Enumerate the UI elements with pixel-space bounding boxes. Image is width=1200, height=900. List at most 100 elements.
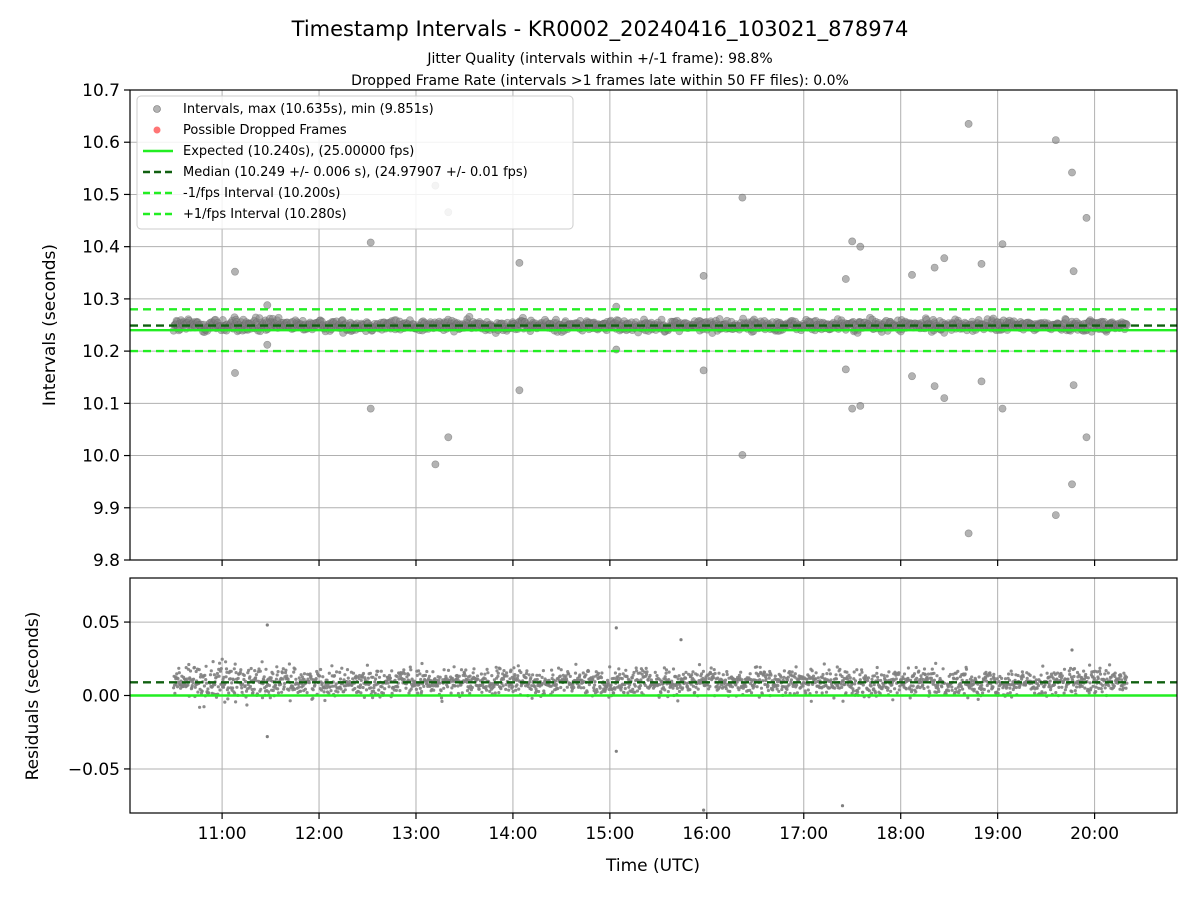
residual-point [936,683,940,687]
residual-point [306,677,310,681]
residual-point [1048,679,1052,683]
residual-point [653,670,657,675]
residual-point [612,676,616,681]
legend: Intervals, max (10.635s), min (9.851s) P… [136,95,574,230]
residual-point [492,678,496,682]
x-tick-label: 11:00 [198,824,247,844]
residual-point [442,668,446,672]
residual-point [1039,673,1043,677]
interval-outlier-point [930,263,939,272]
residual-point [227,691,231,695]
residual-point [496,674,500,678]
residual-point [184,666,188,670]
residual-point [224,660,228,664]
residual-point [519,670,523,675]
residual-point [247,668,251,673]
residual-point [307,681,311,685]
residual-point [512,666,516,670]
residual-point [485,688,489,692]
residual-point [296,682,301,686]
residual-point [402,677,406,682]
residual-point [713,671,717,676]
residual-point [936,687,940,691]
residual-point [302,672,307,676]
residual-point [276,687,280,691]
residual-point [594,670,598,674]
residual-point [332,674,337,678]
residual-point [244,679,248,684]
residual-point [619,685,624,689]
residual-point [677,689,682,694]
residual-point [771,688,775,692]
interval-outlier-point [998,240,1007,248]
residual-point [930,667,934,671]
residual-point [1021,675,1025,679]
residual-point [759,686,764,690]
residual-point [573,671,578,675]
residuals-x-ticks: 11:00 12:00 13:00 14:00 15:00 16:00 17:00 18:00… [198,813,1119,844]
residual-point [739,670,743,674]
residual-point [248,684,252,689]
residual-point [280,690,284,694]
residuals-y-tick-label: −0.05 [68,760,120,780]
residual-point [814,690,819,694]
residual-point [917,669,921,673]
residual-point [690,673,694,677]
residual-point [701,669,706,674]
residual-point [786,675,790,679]
residual-point [648,673,652,678]
residual-point [663,688,667,692]
residual-point [280,671,284,675]
residual-point [579,686,583,690]
residual-point [928,691,932,695]
residual-point [766,688,771,693]
residual-point [1070,690,1074,694]
residual-point [242,673,246,678]
residual-point [620,677,624,681]
residual-point [623,686,627,691]
interval-outlier-point [940,394,949,402]
residual-point [667,670,671,674]
residual-point [267,690,271,694]
residual-point [232,667,236,671]
residual-point [627,685,631,689]
residual-point [587,683,592,687]
residual-point [414,687,418,692]
residual-point [851,689,856,693]
residual-point [1075,670,1080,675]
residual-point [807,683,811,687]
residual-point [323,698,327,703]
residual-point [281,677,285,681]
residual-point [269,676,273,680]
residual-point [987,689,991,693]
residual-point [240,690,244,694]
residual-point [822,662,826,666]
residual-point [1002,684,1006,688]
residual-point [631,687,635,692]
legend-box [136,95,574,230]
residual-point [408,665,412,669]
residual-point [1118,687,1122,691]
interval-outlier-point [1082,213,1091,222]
residual-point [811,682,815,687]
residual-point [1073,689,1077,693]
residual-point [187,662,191,667]
residual-point [457,674,461,678]
residual-point [446,685,450,689]
residual-point [1103,672,1107,676]
x-tick-label: 20:00 [1070,824,1119,844]
residual-point [811,674,816,678]
residual-point [1020,677,1024,681]
residual-point [267,683,271,688]
residual-point [780,687,784,692]
residual-point [923,673,927,677]
residual-point [749,691,754,695]
residual-point [843,682,847,687]
residual-point [1034,678,1038,682]
residual-point [853,679,858,683]
residual-point [311,696,315,700]
residual-point [416,691,420,695]
residual-point [488,689,492,694]
residual-point [804,691,808,695]
